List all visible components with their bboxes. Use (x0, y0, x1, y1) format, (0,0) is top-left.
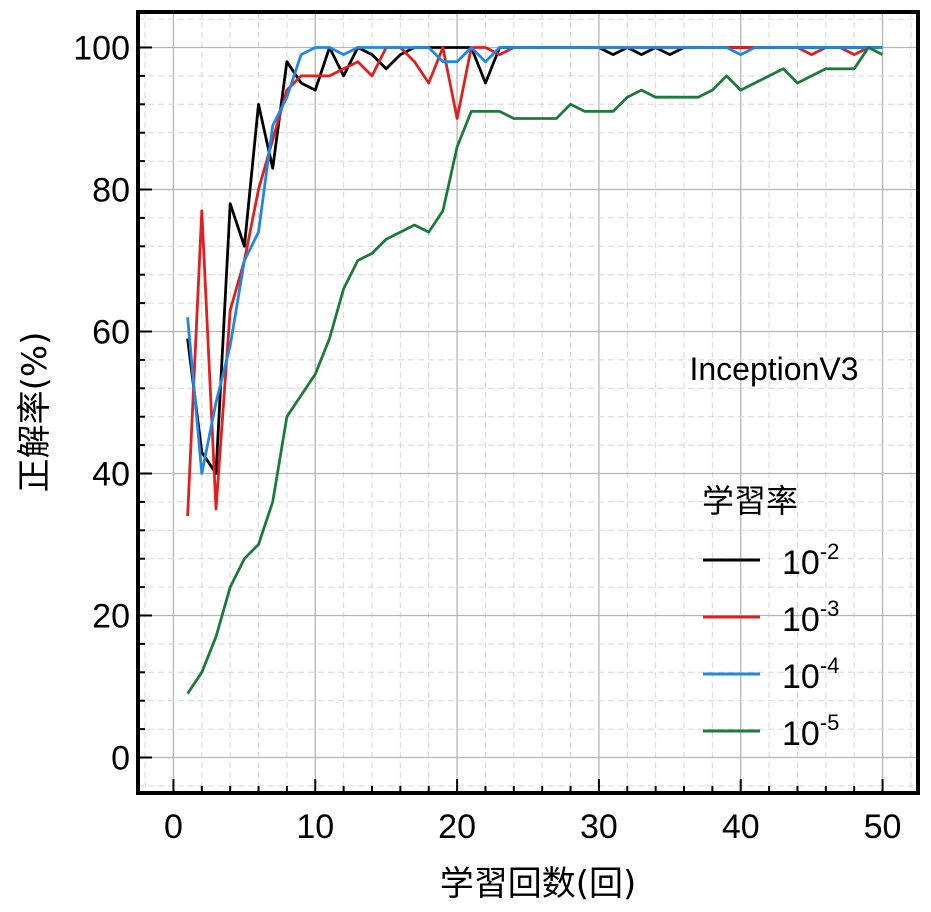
legend-label-1: 10-2 (782, 539, 839, 582)
ticks: 0 10 20 30 40 50 0 20 40 60 80 100 (73, 30, 901, 847)
legend: 10-2 10-3 10-4 10-5 (703, 539, 839, 753)
series-layer (186, 46, 884, 695)
x-tick-label: 10 (296, 808, 334, 846)
y-tick-label: 80 (92, 172, 130, 210)
series-line-4 (186, 46, 884, 695)
legend-label-2: 10-3 (782, 596, 839, 639)
x-tick-label: 30 (580, 808, 618, 846)
y-tick-label: 40 (92, 456, 130, 494)
y-tick-label: 60 (92, 314, 130, 352)
legend-label-4: 10-5 (782, 710, 839, 753)
legend-label-3: 10-4 (782, 653, 839, 696)
y-axis-title: 正解率(%) (15, 332, 55, 493)
plot-frame (136, 10, 920, 795)
legend-title: 学習率 (702, 482, 798, 520)
x-tick-label: 50 (864, 808, 902, 846)
x-tick-label: 40 (722, 808, 760, 846)
series-line-3 (186, 46, 883, 475)
x-axis-title: 学習回数(回) (440, 864, 637, 904)
y-tick-label: 0 (111, 740, 130, 778)
y-tick-label: 100 (73, 30, 130, 68)
model-annotation: InceptionV3 (689, 351, 858, 387)
x-tick-label: 20 (438, 808, 476, 846)
grid (138, 12, 918, 793)
y-tick-label: 20 (92, 598, 130, 636)
x-tick-label: 0 (164, 808, 183, 846)
